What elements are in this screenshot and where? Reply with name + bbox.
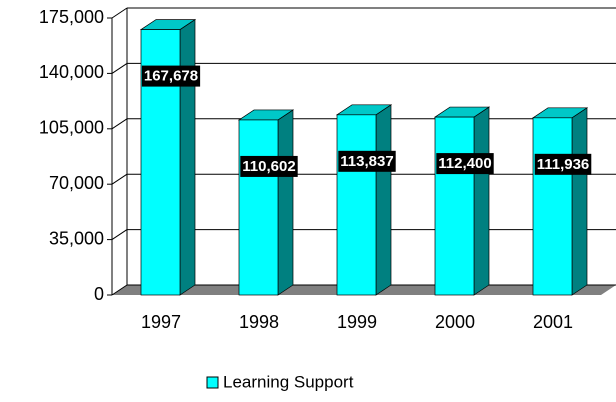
grid-line — [111, 7, 128, 19]
bar-front — [434, 116, 475, 296]
x-tick-label: 1997 — [141, 312, 181, 332]
value-label: 112,400 — [438, 155, 491, 172]
bar-side — [375, 104, 392, 296]
bar-side — [571, 107, 588, 296]
bar-side — [473, 106, 490, 296]
value-label: 110,602 — [242, 158, 295, 175]
value-label-box — [240, 155, 298, 177]
bar-side — [179, 18, 196, 296]
bar — [531, 107, 589, 296]
value-label: 167,678 — [144, 68, 198, 85]
y-tick-label: 175,000 — [39, 7, 104, 27]
value-label-box — [338, 150, 396, 172]
value-label-box — [436, 153, 494, 175]
bar — [237, 109, 295, 296]
bar-front — [238, 119, 279, 296]
legend-swatch — [206, 376, 219, 389]
y-tick-label: 140,000 — [39, 62, 104, 82]
value-label: 113,837 — [340, 153, 393, 170]
legend-label: Learning Support — [223, 372, 354, 391]
bar — [335, 104, 393, 296]
bar-front — [336, 114, 377, 296]
y-tick-label: 35,000 — [49, 228, 104, 248]
value-label: 111,936 — [537, 156, 590, 173]
bar — [433, 106, 491, 296]
y-tick-label: 70,000 — [49, 173, 104, 193]
y-tick-label: 0 — [94, 284, 104, 304]
value-label-box — [534, 153, 592, 175]
bar-front — [532, 117, 573, 296]
bar-side — [277, 109, 294, 296]
x-tick-label: 2001 — [533, 312, 573, 332]
value-label-box — [141, 65, 201, 87]
bar — [139, 18, 197, 296]
grid-line — [111, 284, 128, 296]
grid-line — [111, 229, 128, 241]
x-tick-label: 2000 — [435, 312, 475, 332]
y-tick-label: 105,000 — [39, 118, 104, 138]
grid-line — [111, 62, 128, 74]
x-tick-label: 1999 — [337, 312, 377, 332]
grid-line — [111, 173, 128, 185]
x-tick-label: 1998 — [239, 312, 279, 332]
grid-line — [111, 118, 128, 130]
